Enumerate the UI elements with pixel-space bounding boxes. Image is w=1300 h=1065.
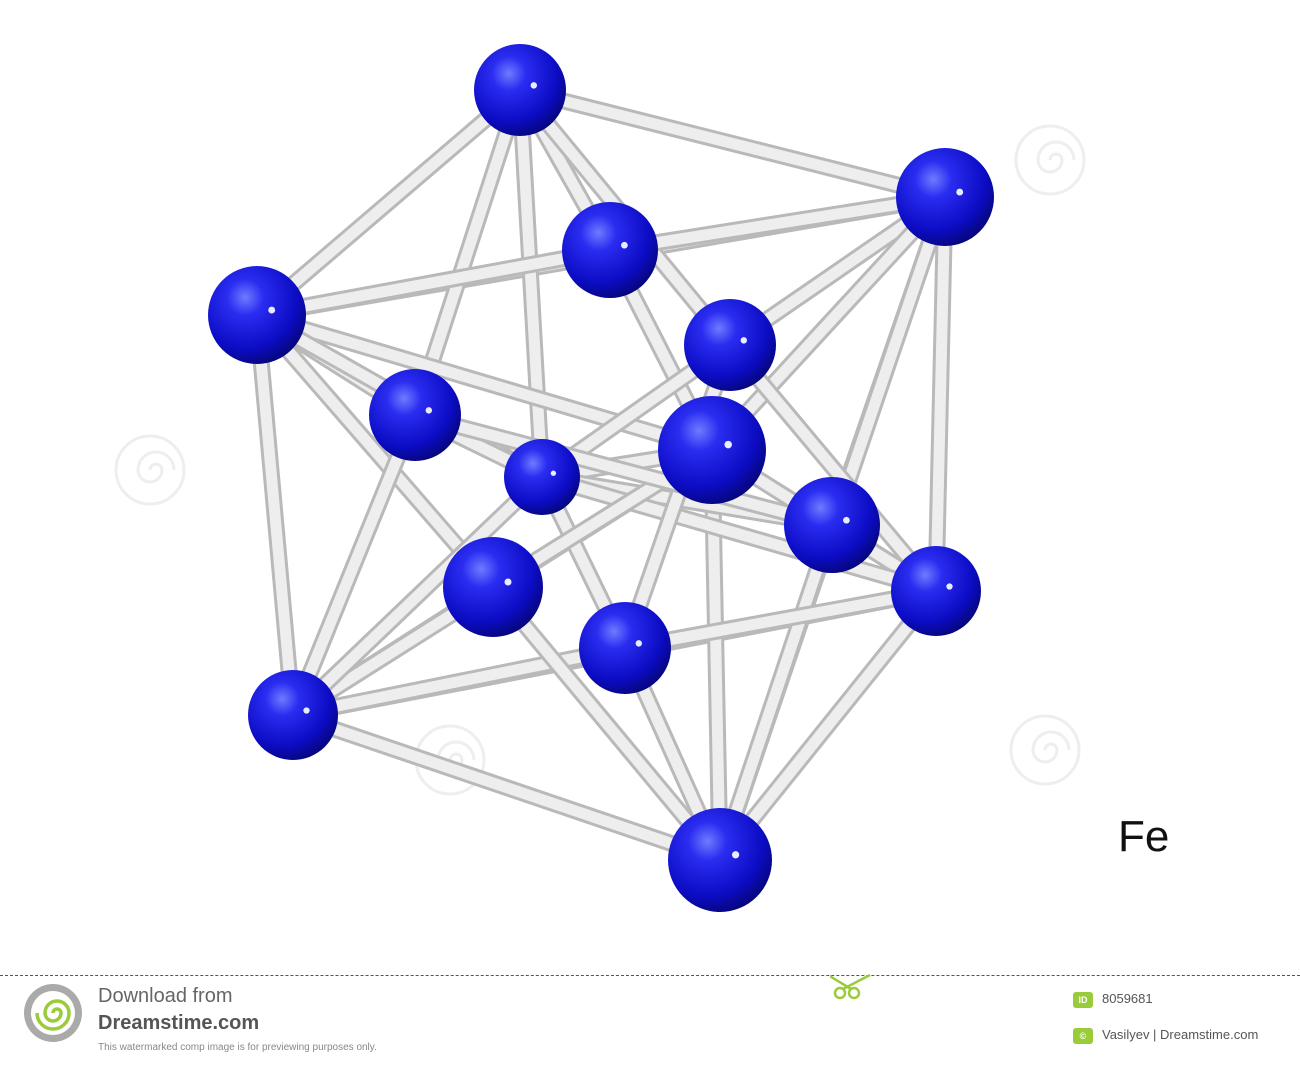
bond-rod	[409, 409, 838, 531]
bond-rod	[251, 309, 299, 721]
bond-rod	[251, 309, 499, 593]
bond-rod	[724, 339, 942, 597]
iron-atom	[891, 546, 981, 636]
preview-note-text: This watermarked comp image is for previ…	[98, 1042, 377, 1053]
iron-atom	[474, 44, 566, 136]
atom-highlight	[504, 578, 512, 586]
bond-rod	[287, 709, 726, 866]
watermark-spiral-icon	[114, 434, 186, 506]
watermark-layer	[114, 124, 1086, 796]
atom-highlight	[530, 82, 538, 89]
cut-line-divider	[0, 975, 1300, 976]
iron-atom	[668, 808, 772, 912]
bond-rod	[287, 471, 548, 721]
iron-atom	[369, 369, 461, 461]
atom-highlight	[946, 583, 953, 590]
bond-rod	[251, 309, 718, 456]
bond-rod	[714, 519, 838, 866]
author-credit-text: Vasilyev | Dreamstime.com	[1102, 1027, 1259, 1042]
bond-rod	[514, 84, 548, 483]
download-from-text: Download from	[98, 985, 233, 1007]
atom-highlight	[268, 306, 276, 314]
bond-rod	[287, 409, 421, 721]
iron-atom	[784, 477, 880, 573]
bond-rod	[251, 244, 616, 321]
atom-layer	[208, 44, 994, 912]
iron-atom	[248, 670, 338, 760]
atom-highlight	[621, 241, 628, 249]
bond-rod	[287, 642, 631, 721]
bond-rod	[251, 84, 526, 321]
bond-rod	[536, 471, 942, 597]
atom-highlight	[731, 851, 740, 859]
atom-highlight	[425, 407, 433, 414]
image-id-text: 8059681	[1102, 991, 1153, 1006]
bond-rod	[619, 339, 736, 654]
iron-atom	[684, 299, 776, 391]
bond-rod	[604, 191, 951, 256]
bond-rod	[706, 191, 951, 456]
dreamstime-logo-icon	[24, 984, 82, 1042]
watermark-spiral-icon	[1014, 124, 1086, 196]
iron-atom	[504, 439, 580, 515]
atom-highlight	[956, 188, 964, 196]
iron-atom	[443, 537, 543, 637]
iron-atom	[896, 148, 994, 246]
atom-highlight	[843, 516, 850, 524]
scissors-icon	[830, 973, 871, 1000]
atom-highlight	[550, 470, 557, 476]
bond-rod	[714, 585, 942, 866]
iron-atom	[562, 202, 658, 298]
site-name-text: Dreamstime.com	[98, 1012, 260, 1034]
iron-atom	[208, 266, 306, 364]
atom-highlight	[303, 707, 310, 714]
bond-rod	[930, 191, 951, 597]
watermark-spiral-icon	[1009, 714, 1081, 786]
atom-highlight	[635, 640, 643, 647]
bond-rod	[619, 585, 942, 654]
stock-footer: Download from Dreamstime.com This waterm…	[0, 968, 1300, 1065]
element-symbol-label: Fe	[1118, 812, 1170, 861]
bond-rod	[514, 84, 951, 203]
atom-highlight	[724, 440, 732, 449]
crystal-lattice-illustration	[114, 44, 1086, 912]
atom-highlight	[740, 337, 748, 344]
iron-atom	[579, 602, 671, 694]
id-badge: ID	[1073, 992, 1093, 1008]
iron-atom	[658, 396, 766, 504]
copyright-badge: ©	[1073, 1028, 1093, 1044]
bond-rod	[487, 581, 726, 866]
